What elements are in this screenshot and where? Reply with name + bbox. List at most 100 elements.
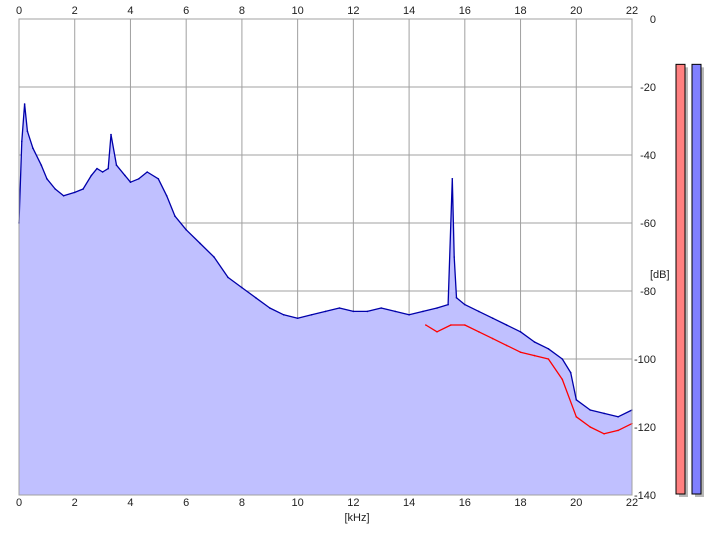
data-point — [146, 171, 148, 173]
x-tick-label: 4 — [127, 497, 133, 509]
data-point — [21, 140, 23, 143]
level-meter-2 — [691, 63, 702, 495]
data-point — [464, 303, 466, 306]
data-point — [519, 351, 522, 354]
data-point — [338, 307, 341, 309]
data-point — [491, 317, 494, 320]
x-axis-label: [kHz] — [344, 512, 369, 524]
data-point — [185, 229, 187, 231]
x-tick-label: 2 — [72, 497, 78, 509]
x-tick-label: 22 — [626, 497, 638, 509]
x-tick-label-top: 20 — [570, 5, 582, 17]
x-tick-label-top: 2 — [72, 5, 78, 17]
data-point — [589, 409, 591, 411]
data-point — [617, 429, 619, 432]
series-area-fill — [19, 104, 632, 495]
level-meters — [675, 63, 704, 497]
data-point — [478, 310, 480, 313]
data-point — [425, 324, 427, 326]
x-tick-label: 14 — [403, 497, 415, 509]
data-point — [451, 178, 454, 180]
data-point — [199, 242, 201, 245]
data-point — [603, 433, 605, 435]
data-point — [269, 307, 271, 309]
data-point — [310, 314, 313, 316]
y-tick-label: -20 — [640, 82, 656, 94]
data-point — [569, 371, 572, 374]
x-tick-label: 12 — [347, 497, 359, 509]
x-tick-label-top: 8 — [239, 5, 245, 17]
data-point — [464, 324, 466, 326]
data-point — [352, 310, 355, 313]
x-tick-labels-top: 0 2 4 6 8 10 12 14 16 18 20 22 — [16, 5, 638, 17]
x-tick-label: 18 — [514, 497, 526, 509]
series-line-1 — [425, 324, 633, 435]
data-point — [296, 317, 299, 320]
y-tick-label: -40 — [640, 150, 656, 162]
data-point — [617, 416, 619, 418]
data-point — [82, 188, 84, 190]
x-tick-label-top: 0 — [16, 5, 22, 17]
x-tick-label-top: 16 — [459, 5, 471, 17]
x-tick-label: 8 — [239, 497, 245, 509]
y-tick-label: -60 — [640, 218, 656, 230]
data-point — [533, 341, 536, 343]
y-axis-label: [dB] — [650, 269, 670, 281]
x-tick-label-top: 10 — [292, 5, 304, 17]
x-tick-label-top: 18 — [514, 5, 526, 17]
data-point — [394, 310, 397, 313]
y-tick-label: -80 — [640, 286, 656, 298]
x-tick-label: 16 — [459, 497, 471, 509]
data-point — [213, 256, 215, 258]
data-point — [124, 174, 126, 177]
data-point — [436, 307, 438, 309]
x-tick-label-top: 22 — [626, 5, 638, 17]
data-point — [561, 378, 564, 381]
x-tick-label-top: 12 — [347, 5, 359, 17]
series-layer — [18, 103, 633, 495]
data-point — [46, 178, 48, 180]
data-point — [26, 130, 29, 132]
x-tick-label-top: 6 — [183, 5, 189, 17]
y-tick-label: 0 — [650, 14, 656, 26]
data-point — [101, 171, 104, 173]
data-point — [589, 426, 591, 428]
data-point — [23, 103, 26, 105]
data-point — [90, 174, 93, 177]
data-point — [129, 181, 132, 183]
data-point — [73, 191, 76, 194]
x-tick-label-top: 14 — [403, 5, 415, 17]
y-tick-label: -100 — [634, 354, 656, 366]
data-point — [157, 178, 160, 180]
data-point — [408, 314, 410, 316]
data-point — [380, 307, 383, 309]
data-point — [547, 358, 550, 360]
x-tick-label: 20 — [570, 497, 582, 509]
data-point — [505, 324, 508, 326]
data-point — [227, 276, 229, 279]
data-point — [450, 324, 452, 326]
data-point — [575, 399, 578, 401]
x-tick-label: 10 — [292, 497, 304, 509]
data-point — [422, 310, 424, 313]
data-point — [603, 412, 605, 415]
y-tick-label: -120 — [634, 422, 656, 434]
data-point — [165, 195, 168, 197]
data-point — [447, 303, 449, 306]
data-point — [533, 354, 536, 357]
y-tick-labels: 0 -20 -40 -60 -80 -100 -120 -140 — [634, 14, 656, 502]
data-point — [436, 331, 438, 333]
x-tick-label-top: 4 — [127, 5, 133, 17]
y-tick-label: -140 — [634, 490, 656, 502]
data-point — [138, 178, 140, 180]
x-tick-label: 0 — [16, 497, 22, 509]
data-point — [40, 164, 43, 166]
data-point — [478, 331, 480, 333]
data-point — [54, 188, 56, 190]
data-point — [324, 310, 327, 313]
data-point — [107, 167, 109, 170]
data-point — [241, 286, 243, 289]
data-point — [32, 147, 34, 149]
data-point — [96, 167, 98, 170]
x-tick-label: 6 — [183, 497, 189, 509]
